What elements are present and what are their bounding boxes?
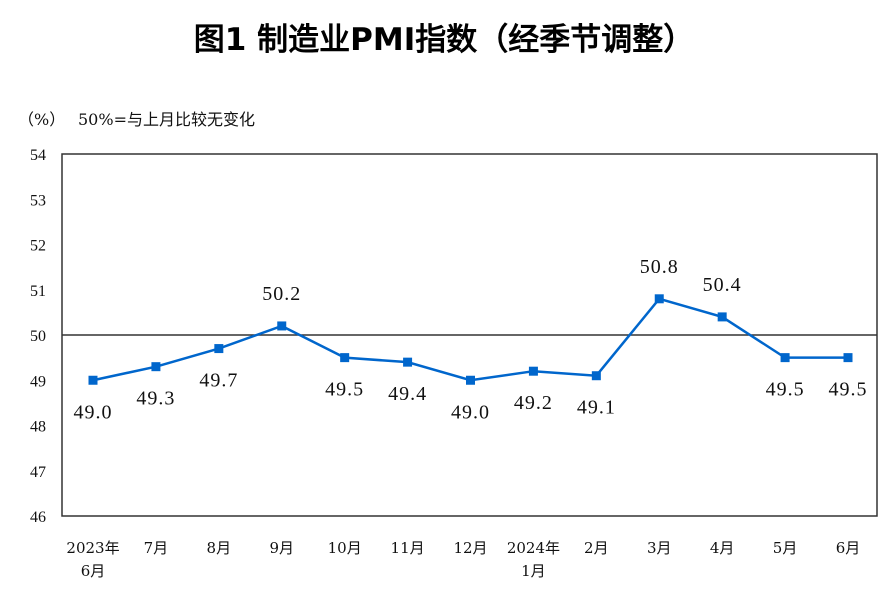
data-point <box>717 312 727 322</box>
y-tick-label: 50 <box>30 328 46 345</box>
data-label: 49.4 <box>388 383 427 405</box>
y-tick-label: 52 <box>30 238 46 255</box>
x-tick-label: 11月 <box>391 539 425 557</box>
data-label: 49.3 <box>136 388 175 410</box>
x-tick-label: 1月 <box>521 562 546 580</box>
y-tick-label: 48 <box>30 419 46 436</box>
x-tick-label: 8月 <box>207 539 232 557</box>
y-tick-label: 47 <box>30 464 46 481</box>
chart-title: 图1 制造业PMI指数（经季节调整） <box>193 22 695 58</box>
y-tick-label: 54 <box>30 147 46 164</box>
data-label: 49.1 <box>577 397 616 419</box>
data-point <box>151 362 161 372</box>
y-tick-label: 49 <box>30 373 46 390</box>
data-point <box>214 344 224 354</box>
series-line <box>92 297 848 382</box>
y-tick-label: 46 <box>30 509 46 526</box>
data-point <box>528 366 538 376</box>
data-point <box>466 375 475 385</box>
data-label: 49.5 <box>325 379 364 401</box>
x-tick-label: 9月 <box>269 539 294 557</box>
data-label: 49.0 <box>74 401 113 423</box>
data-point <box>843 353 853 363</box>
data-label: 50.4 <box>703 274 742 296</box>
data-point <box>780 353 790 363</box>
data-label: 49.0 <box>451 401 490 423</box>
data-label: 49.2 <box>514 392 553 414</box>
data-point <box>88 375 98 385</box>
data-point <box>591 371 601 381</box>
x-tick-label: 2023年 <box>66 539 119 557</box>
data-point <box>654 294 664 304</box>
y-tick-label: 51 <box>30 283 46 300</box>
y-tick-label: 53 <box>30 192 46 209</box>
annotation: 50%=与上月比较无变化 <box>78 110 255 129</box>
x-tick-label: 6月 <box>836 539 861 557</box>
data-point <box>403 357 413 367</box>
x-tick-label: 6月 <box>81 562 106 580</box>
y-axis-unit: （%） <box>18 110 66 129</box>
data-label: 49.7 <box>199 370 238 392</box>
x-tick-label: 3月 <box>647 539 672 557</box>
data-label: 49.5 <box>766 379 805 401</box>
data-point <box>340 353 350 363</box>
data-label: 50.8 <box>640 256 679 278</box>
x-tick-label: 2024年 <box>507 539 560 557</box>
x-tick-label: 5月 <box>773 539 798 557</box>
x-tick-label: 2月 <box>584 539 609 557</box>
x-tick-label: 12月 <box>453 539 487 557</box>
x-tick-label: 4月 <box>710 539 735 557</box>
data-point <box>277 321 287 331</box>
x-tick-label: 7月 <box>144 539 169 557</box>
x-tick-label: 10月 <box>328 539 362 557</box>
data-label: 49.5 <box>829 379 868 401</box>
data-label: 50.2 <box>262 283 301 305</box>
